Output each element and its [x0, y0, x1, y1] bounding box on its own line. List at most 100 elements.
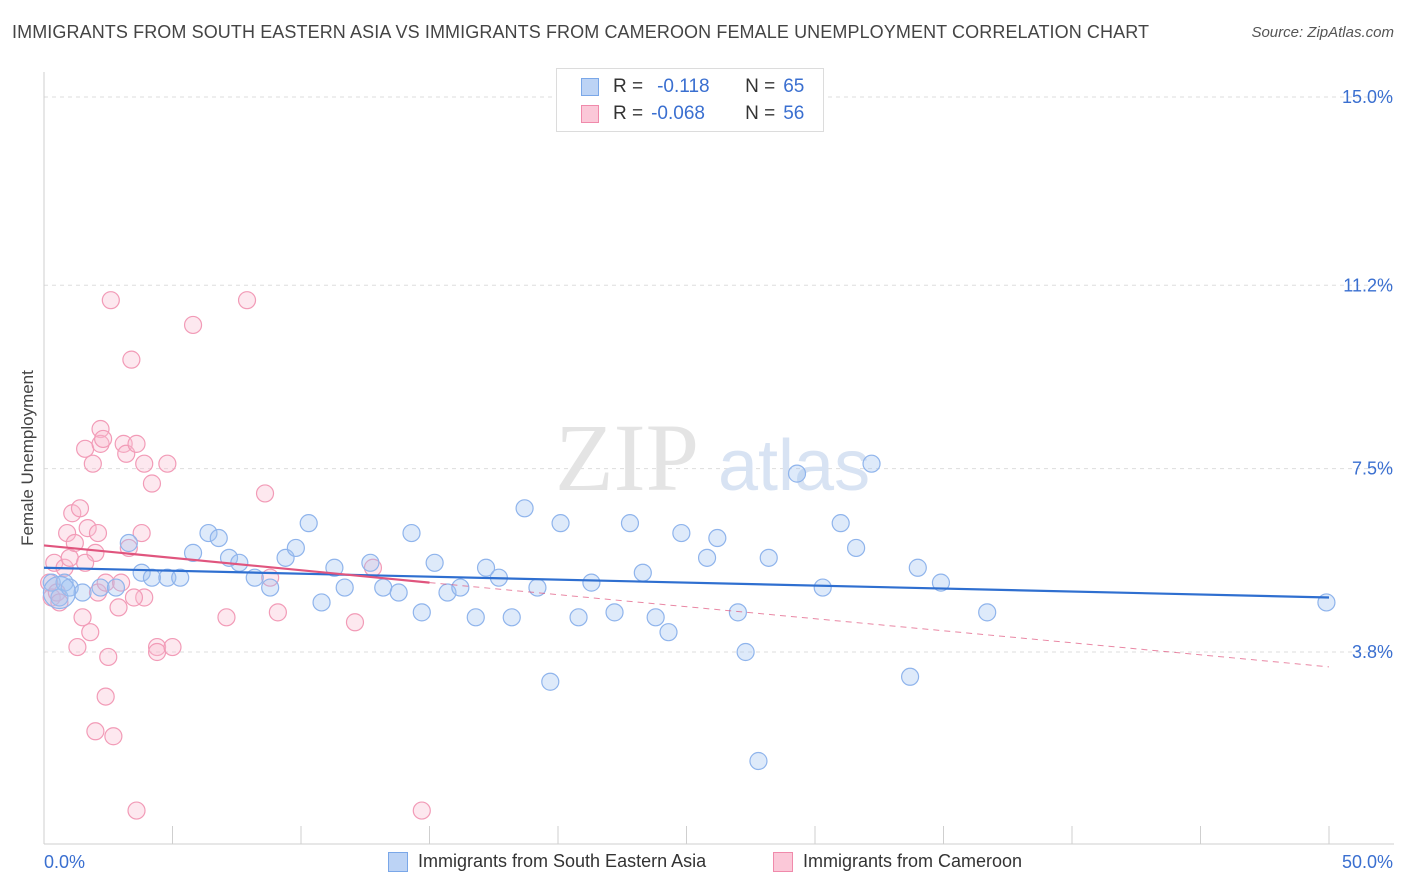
- sea-point: [831, 514, 850, 533]
- sea-point: [620, 514, 640, 533]
- sea-point: [466, 608, 485, 627]
- sea-point: [91, 578, 110, 597]
- cameroon-point: [104, 727, 123, 746]
- sea-point: [978, 603, 997, 622]
- cameroon-trend-line: [43, 544, 430, 584]
- n-label: N =: [745, 76, 776, 97]
- legend-label-sea: Immigrants from South Eastern Asia: [418, 851, 707, 871]
- watermark-zip: ZIP: [555, 404, 699, 511]
- sea-point: [209, 528, 228, 548]
- sea-point: [697, 548, 717, 567]
- y-tick-label: 15.0%: [1342, 87, 1393, 107]
- sea-point: [646, 608, 665, 627]
- sea-point: [862, 454, 881, 473]
- sea-point: [659, 623, 678, 642]
- sea-point: [582, 573, 601, 592]
- sea-point: [908, 558, 927, 577]
- cameroon-point: [237, 291, 257, 310]
- legend-row-cameroon: R = -0.068 N = 56: [581, 101, 804, 127]
- sea-point: [299, 514, 318, 533]
- cameroon-point: [96, 573, 115, 592]
- sea-point: [361, 553, 380, 572]
- trend-lines: [43, 544, 1330, 668]
- sea-point: [402, 523, 421, 543]
- sea-point: [73, 583, 92, 602]
- sea-point: [199, 523, 218, 543]
- sea-points: [42, 454, 1336, 771]
- sea-point: [931, 573, 951, 592]
- sea-point: [813, 578, 832, 597]
- sea-point-cluster: [42, 575, 77, 610]
- sea-point: [515, 499, 534, 518]
- sea-point: [412, 603, 431, 622]
- sea-point: [708, 528, 727, 548]
- sea-point: [106, 578, 126, 597]
- y-tick-labels: 3.8% 7.5% 11.2% 15.0%: [1342, 87, 1393, 662]
- cameroon-point: [345, 613, 365, 632]
- legend-swatch-cameroon: [773, 851, 793, 872]
- legend-item-sea[interactable]: Immigrants from South Eastern Asia: [388, 851, 706, 872]
- sea-point: [787, 464, 807, 483]
- sea-point: [759, 548, 778, 567]
- r-value: -0.118: [657, 76, 710, 97]
- sea-point: [605, 603, 624, 622]
- sea-point: [476, 558, 496, 577]
- cameroon-point: [94, 429, 113, 449]
- r-label: R =: [613, 76, 644, 97]
- sea-point: [451, 578, 470, 597]
- cameroon-point: [158, 454, 177, 473]
- sea-point: [142, 568, 162, 587]
- cameroon-point: [135, 588, 154, 607]
- cameroon-point: [124, 588, 144, 607]
- legend-label-cameroon: Immigrants from Cameroon: [803, 851, 1023, 871]
- n-value: 56: [783, 103, 805, 124]
- x-axis-max-label: 50.0%: [1341, 852, 1393, 872]
- cameroon-point: [81, 623, 100, 642]
- cameroon-point: [88, 583, 108, 602]
- correlation-legend: R = -0.118 N = 65 R = -0.068 N = 56: [556, 68, 824, 132]
- legend-item-cameroon[interactable]: Immigrants from Cameroon: [773, 851, 1022, 872]
- sea-point: [389, 583, 408, 602]
- legend-swatch-cameroon: [581, 105, 599, 123]
- legend-swatch-sea: [388, 851, 408, 872]
- sea-point: [183, 543, 203, 562]
- sea-point: [736, 642, 755, 662]
- cameroon-point: [96, 687, 115, 706]
- y-tick-label: 7.5%: [1352, 459, 1393, 479]
- sea-point: [425, 553, 444, 572]
- cameroon-point: [68, 637, 87, 657]
- sea-point: [847, 538, 866, 558]
- cameroon-point: [142, 474, 162, 493]
- n-value: 65: [783, 76, 805, 97]
- sea-trend-line: [43, 566, 1330, 599]
- cameroon-point: [70, 499, 90, 518]
- cameroon-point: [255, 484, 275, 503]
- y-axis-label: Female Unemployment: [18, 370, 37, 546]
- sea-point: [119, 533, 138, 553]
- cameroon-point: [86, 722, 105, 741]
- sea-point: [728, 603, 748, 622]
- cameroon-point: [99, 647, 118, 667]
- sea-point: [551, 514, 570, 533]
- cameroon-point: [147, 642, 167, 662]
- cameroon-point: [135, 454, 154, 473]
- x-axis-min-label: 0.0%: [44, 852, 86, 872]
- sea-point: [158, 568, 177, 587]
- sea-point: [633, 563, 652, 582]
- sea-point: [171, 568, 190, 587]
- legend-row-sea: R = -0.118 N = 65: [581, 74, 804, 100]
- cameroon-point: [91, 434, 110, 453]
- cameroon-point: [109, 598, 128, 617]
- sea-point: [335, 578, 354, 597]
- sea-point: [132, 563, 151, 582]
- sea-point: [672, 523, 691, 543]
- cameroon-point: [183, 315, 203, 335]
- grid-lines: [44, 96, 1394, 653]
- cameroon-point: [132, 523, 151, 543]
- cameroon-point: [122, 350, 141, 369]
- cameroon-point: [147, 637, 167, 657]
- sea-point: [569, 608, 588, 627]
- cameroon-point: [50, 593, 69, 612]
- cameroon-point: [412, 801, 431, 820]
